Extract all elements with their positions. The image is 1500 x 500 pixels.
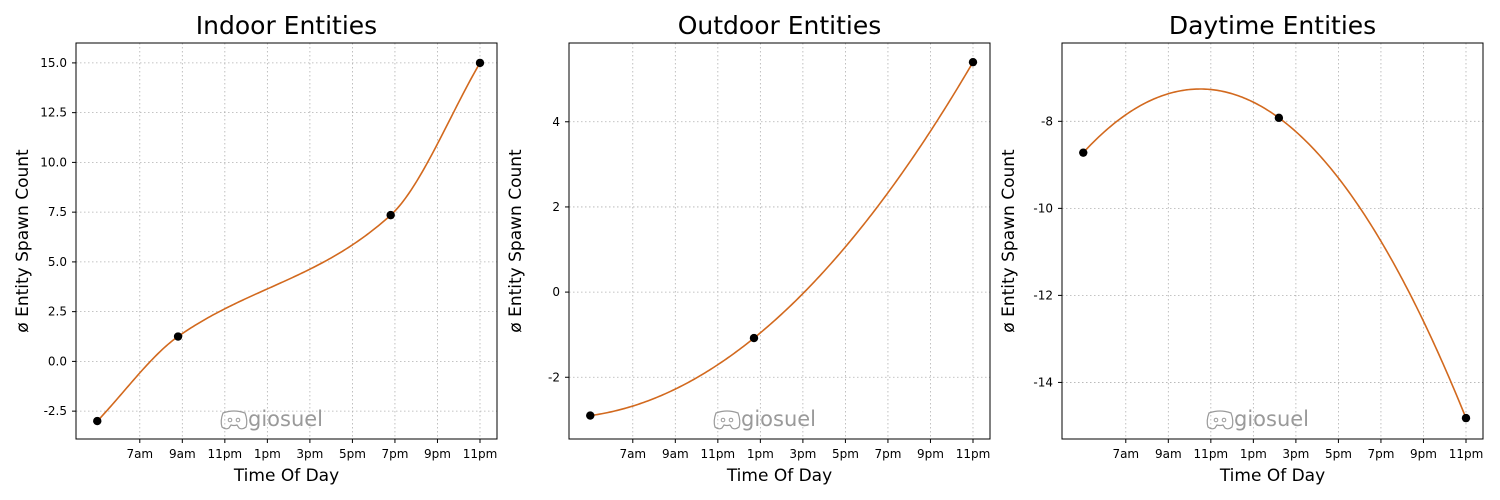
x-tick-label: 7pm	[874, 447, 901, 461]
x-tick-label: 3pm	[1282, 447, 1309, 461]
x-tick-label: 7pm	[1367, 447, 1394, 461]
x-tick-label: 9am	[662, 447, 689, 461]
x-tick-label: 5pm	[1325, 447, 1352, 461]
x-tick-label: 1pm	[747, 447, 774, 461]
x-axis-label: Time Of Day	[726, 466, 832, 486]
data-point	[475, 58, 485, 68]
chart-title: Outdoor Entities	[678, 11, 882, 40]
x-tick-label: 11pm	[956, 447, 991, 461]
data-point	[173, 332, 183, 341]
x-tick-label: 3pm	[296, 447, 323, 461]
series-line	[1082, 88, 1467, 419]
chart-panel-1: 7am 9am 11pm 1pm 3pm 5pm 7pm 9pm 11pm -2.5 0.0 2.5 5…	[13, 11, 498, 486]
x-tick-label: 7am	[1112, 447, 1139, 461]
x-tick-label: 11pm	[463, 447, 498, 461]
y-tick-label: -2	[548, 370, 560, 384]
series-line	[96, 62, 481, 422]
y-axis-label: ø Entity Spawn Count	[506, 149, 526, 333]
y-tick-label: 10.0	[40, 155, 67, 169]
chart-title: Indoor Entities	[196, 11, 377, 40]
x-tick-label: 9am	[1155, 447, 1182, 461]
watermark-text: giosuel	[248, 407, 323, 431]
x-tick-label: 1pm	[254, 447, 281, 461]
y-tick-label: 5.0	[48, 255, 67, 269]
x-tick-label: 11pm	[208, 447, 243, 461]
y-tick-label: 7.5	[48, 205, 67, 219]
x-tick-label: 7am	[619, 447, 646, 461]
x-tick-label: 11pm	[1449, 447, 1484, 461]
watermark-text: giosuel	[741, 407, 816, 431]
y-tick-label: -10	[1033, 201, 1053, 215]
x-tick-label: 5pm	[832, 447, 859, 461]
x-tick-label: 9pm	[917, 447, 944, 461]
x-tick-label: 11pm	[1194, 447, 1229, 461]
x-tick-label: 7am	[126, 447, 153, 461]
plot-frame	[75, 42, 498, 440]
x-tick-label: 5pm	[339, 447, 366, 461]
y-tick-label: 2	[552, 200, 560, 214]
x-tick-label: 9pm	[424, 447, 451, 461]
series-line	[590, 61, 974, 417]
plot-frame	[568, 42, 991, 440]
data-point	[968, 57, 978, 67]
x-tick-label: 9pm	[1410, 447, 1437, 461]
data-point	[749, 333, 759, 343]
x-tick-label: 11pm	[701, 447, 736, 461]
chart-title: Daytime Entities	[1169, 11, 1376, 40]
x-axis-label: Time Of Day	[233, 466, 339, 486]
chart-panel-2: 7am 9am 11pm 1pm 3pm 5pm 7pm 9pm 11pm -2 0 2 4 Outdoo…	[506, 11, 991, 486]
watermark-text: giosuel	[1234, 407, 1309, 431]
y-axis-label: ø Entity Spawn Count	[999, 149, 1019, 333]
y-tick-label: 2.5	[48, 305, 67, 319]
y-tick-label: -12	[1033, 288, 1053, 302]
y-axis-label: ø Entity Spawn Count	[13, 149, 33, 333]
data-point	[1461, 413, 1471, 423]
discord-logo-icon	[220, 410, 248, 430]
y-tick-label: 4	[552, 115, 560, 129]
x-tick-label: 9am	[169, 447, 196, 461]
y-tick-label: 0.0	[48, 354, 67, 368]
data-point	[1079, 148, 1088, 157]
x-tick-label: 3pm	[789, 447, 816, 461]
chart-panel-3: 7am 9am 11pm 1pm 3pm 5pm 7pm 9pm 11pm -14 -12 -10 -8…	[999, 11, 1484, 486]
data-point	[586, 411, 595, 420]
data-point	[93, 416, 102, 426]
data-point	[386, 210, 395, 220]
plot-frame	[1061, 42, 1484, 440]
y-tick-label: -2.5	[44, 404, 67, 418]
x-tick-label: 7pm	[381, 447, 408, 461]
y-tick-label: -14	[1033, 375, 1053, 389]
discord-logo-icon	[713, 410, 741, 430]
y-tick-label: -8	[1041, 114, 1053, 128]
data-point	[1274, 113, 1284, 123]
discord-logo-icon	[1206, 410, 1234, 430]
x-axis-label: Time Of Day	[1219, 466, 1325, 486]
x-tick-label: 1pm	[1240, 447, 1267, 461]
y-tick-label: 0	[552, 285, 560, 299]
y-tick-label: 12.5	[40, 106, 67, 120]
y-tick-label: 15.0	[40, 56, 67, 70]
